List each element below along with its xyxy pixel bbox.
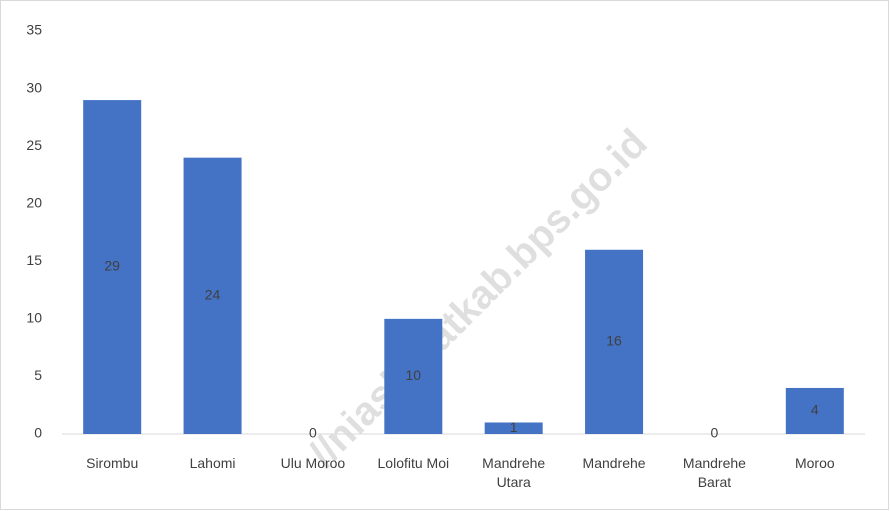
y-tick-label: 15 (26, 252, 42, 268)
y-tick-label: 20 (26, 194, 42, 210)
x-tick-label: Sirombu (86, 455, 139, 471)
x-tick-label: Ulu Moroo (280, 455, 346, 471)
x-tick-label: Lolofitu Moi (377, 455, 450, 471)
y-tick-label: 25 (26, 137, 42, 153)
data-label: 0 (309, 425, 317, 441)
y-tick-label: 5 (34, 367, 42, 383)
y-tick-label: 35 (26, 22, 42, 38)
data-label: 10 (406, 367, 422, 383)
data-label: 4 (811, 402, 819, 418)
y-tick-label: 10 (26, 310, 42, 326)
data-label: 16 (606, 333, 622, 349)
data-label: 24 (205, 287, 221, 303)
bar (484, 422, 543, 434)
bar (384, 318, 443, 434)
data-label: 0 (711, 425, 719, 441)
y-tick-label: 0 (34, 425, 42, 441)
x-tick-label: Mandrehe Barat (682, 455, 746, 490)
x-tick-label: Moroo (794, 455, 835, 471)
data-label: 1 (510, 419, 518, 435)
x-tick-label: Mandrehe (582, 455, 646, 471)
x-tick-label: Mandrehe Utara (482, 455, 546, 490)
data-label: 29 (104, 258, 120, 274)
bar (585, 249, 644, 434)
x-tick-label: Lahomi (189, 455, 236, 471)
y-tick-label: 30 (26, 79, 42, 95)
bar (83, 100, 142, 434)
bar (183, 157, 242, 434)
bar (785, 387, 844, 434)
